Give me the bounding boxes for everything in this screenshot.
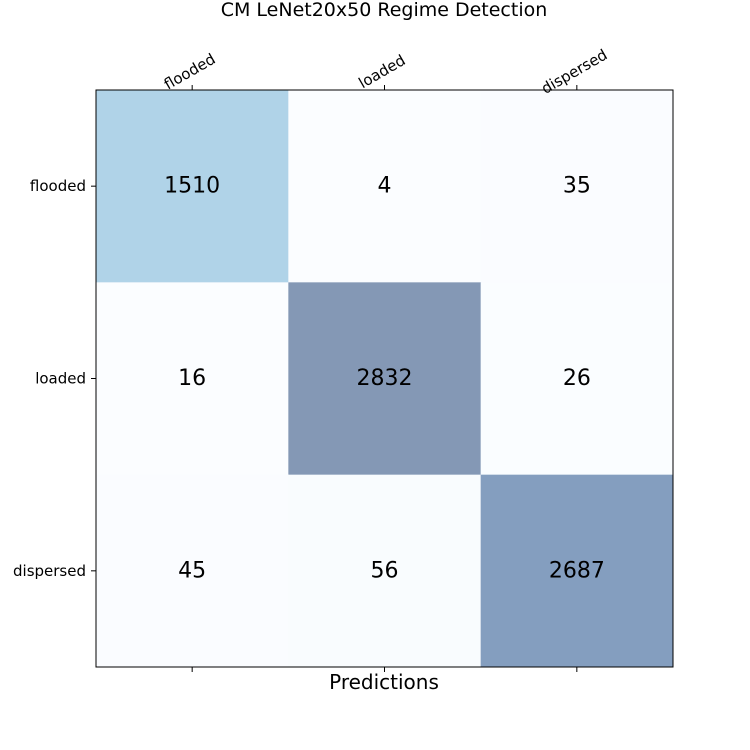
cell-value-label: 26 [563,366,591,391]
cell-value-label: 2687 [549,558,605,583]
y-tick-label: dispersed [13,562,86,580]
x-tick-label: loaded [355,51,408,92]
heatmap-cell [96,474,289,668]
cell-value-label: 56 [371,558,399,583]
cell-value-label: 2832 [357,366,413,391]
cell-value-label: 16 [178,366,206,391]
heatmap-cell [480,474,674,668]
chart-title: CM LeNet20x50 Regime Detection [221,0,548,21]
heatmap-cell [288,282,482,476]
x-axis-label: Predictions [329,670,439,694]
heatmap-cells [96,90,674,668]
cell-value-label: 4 [378,174,392,199]
heatmap-cell [96,90,289,283]
heatmap-cell [480,90,674,283]
heatmap-cell-labels: 1510 4 35 16 2832 26 45 56 2687 [164,174,605,584]
cell-value-label: 45 [178,558,206,583]
heatmap-cell [288,474,482,668]
x-tick-label: flooded [161,50,219,94]
y-tick-label: loaded [35,370,86,388]
y-tick-label: flooded [30,177,86,195]
cell-value-label: 35 [563,174,591,199]
cell-value-label: 1510 [164,174,220,199]
heatmap-cell [480,282,674,476]
heatmap-cell [288,90,482,283]
y-axis-ticks: flooded loaded dispersed [13,177,96,580]
heatmap-cell [96,282,289,476]
